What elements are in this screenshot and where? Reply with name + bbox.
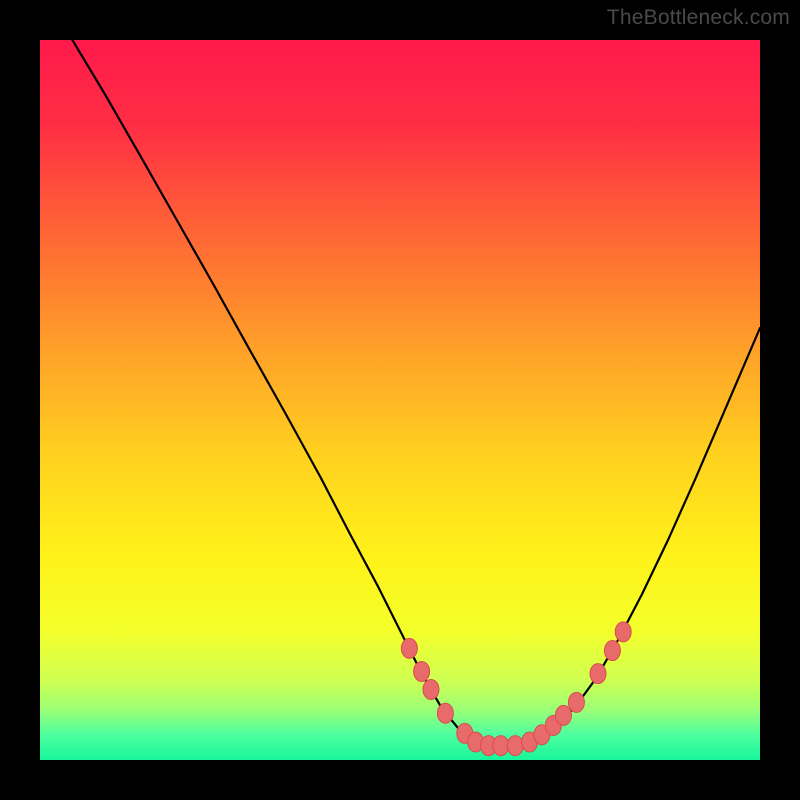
bottleneck-curve bbox=[72, 40, 760, 746]
curve-marker bbox=[423, 679, 439, 699]
plot-area bbox=[40, 40, 760, 760]
curve-marker bbox=[493, 736, 509, 756]
curve-marker bbox=[507, 736, 523, 756]
curve-marker bbox=[568, 692, 584, 712]
curve-marker bbox=[604, 641, 620, 661]
curve-marker bbox=[555, 705, 571, 725]
chart-container: TheBottleneck.com bbox=[0, 0, 800, 800]
marker-group bbox=[401, 622, 631, 756]
curve-marker bbox=[437, 703, 453, 723]
curve-marker bbox=[615, 622, 631, 642]
curve-marker bbox=[414, 661, 430, 681]
curve-marker bbox=[401, 638, 417, 658]
curve-marker bbox=[590, 664, 606, 684]
plot-svg bbox=[40, 40, 760, 760]
watermark-text: TheBottleneck.com bbox=[607, 6, 790, 30]
